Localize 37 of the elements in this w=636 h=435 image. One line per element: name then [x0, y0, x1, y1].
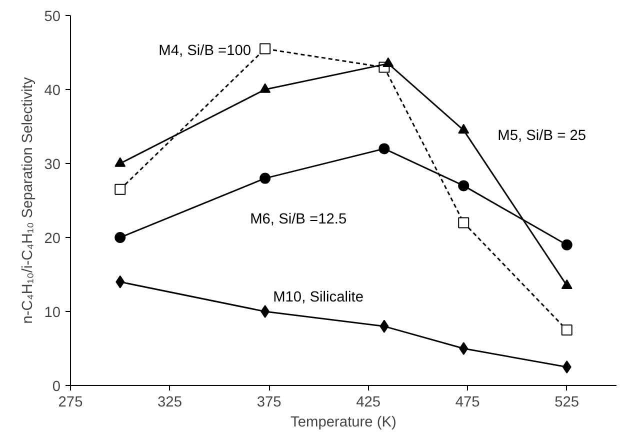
point	[116, 275, 125, 288]
x-axis-title: Temperature (K)	[290, 414, 396, 430]
y-tick-label: 0	[52, 379, 61, 395]
series-label: M5, Si/B = 25	[498, 128, 586, 144]
x-tick-label: 425	[356, 394, 381, 410]
y-tick-label: 30	[44, 157, 61, 173]
point	[458, 180, 470, 192]
x-tick-label: 525	[554, 394, 580, 410]
point	[458, 124, 470, 134]
point	[114, 232, 126, 243]
series-label: M6, Si/B =12.5	[250, 211, 347, 228]
y-tick-label: 50	[44, 9, 61, 25]
y-tick-label: 20	[44, 231, 61, 247]
point	[114, 184, 126, 195]
point	[378, 143, 390, 154]
series-label: M4, Si/B =100	[158, 42, 252, 59]
x-tick-label: 275	[58, 394, 83, 410]
point	[260, 172, 271, 184]
x-tick-label: 325	[158, 394, 182, 410]
point	[380, 320, 389, 333]
point	[459, 342, 468, 355]
point	[114, 157, 126, 167]
point	[562, 360, 572, 374]
point	[382, 57, 394, 67]
point	[458, 217, 470, 228]
point	[561, 279, 572, 289]
point	[260, 305, 270, 318]
point	[260, 83, 271, 93]
point	[561, 239, 572, 250]
y-tick-label: 40	[44, 83, 61, 99]
x-tick-label: 375	[256, 394, 282, 410]
x-tick-label: 475	[455, 394, 480, 410]
y-tick-label: 10	[44, 305, 61, 321]
point	[260, 43, 271, 54]
y-axis-title: n-C₄H₁₀/i-C₄H₁₀ Separation Selectivity	[20, 76, 36, 324]
series-label: M10, Silicalite	[273, 290, 364, 306]
point	[561, 324, 572, 336]
